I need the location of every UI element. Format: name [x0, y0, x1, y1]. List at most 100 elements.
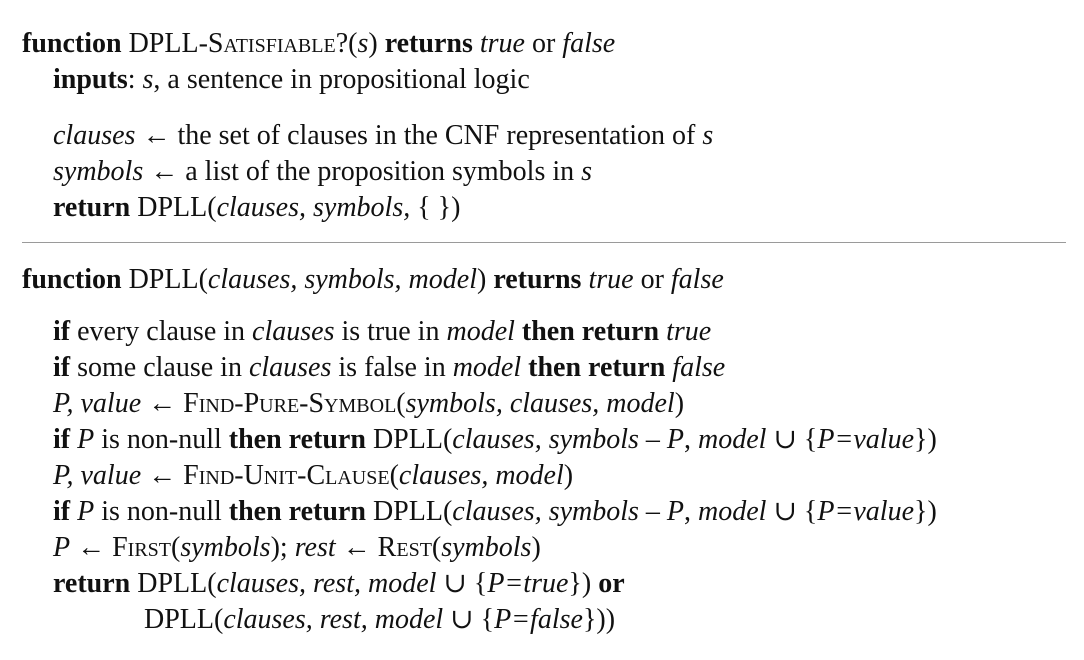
- args: symbols, clauses, model: [405, 388, 675, 419]
- arrow: ←: [135, 120, 178, 151]
- ret-or: or: [531, 28, 556, 59]
- minus: –: [638, 496, 667, 527]
- assign: P=false: [494, 604, 583, 635]
- fn1-signature: function DPLL-Satisfiable?(s) returns tr…: [22, 26, 615, 62]
- desc: a list of the proposition symbols in: [185, 156, 582, 187]
- keyword-or: or: [598, 568, 625, 599]
- fn1-return-line: return DPLL(clauses, symbols, { }): [53, 190, 460, 226]
- union: ∪ {: [766, 496, 818, 527]
- var: P: [70, 424, 95, 455]
- paren: ): [531, 532, 541, 563]
- function-name: DPLL(: [121, 264, 208, 295]
- value: true: [666, 316, 712, 347]
- var-s: s: [581, 156, 593, 187]
- call: DPLL(: [144, 604, 224, 635]
- paren: (: [171, 532, 181, 563]
- function-name: DPLL-Satisfiable?: [128, 28, 349, 59]
- var: model: [698, 496, 767, 527]
- arrow: ←: [141, 388, 184, 419]
- arrow: ←: [335, 532, 378, 563]
- params: clauses, symbols, model: [207, 264, 477, 295]
- call: DPLL(: [365, 424, 453, 455]
- comma: ,: [684, 496, 699, 527]
- arrow: ←: [70, 532, 113, 563]
- fn1-clauses-line: clauses ← the set of clauses in the CNF …: [53, 118, 713, 154]
- var: rest: [294, 532, 336, 563]
- var: model: [698, 424, 767, 455]
- var: model: [452, 352, 522, 383]
- ret-true: true: [588, 264, 634, 295]
- close: }): [568, 568, 599, 599]
- ret-or: or: [640, 264, 664, 295]
- text: is true in: [334, 316, 447, 347]
- arg: symbols: [441, 532, 532, 563]
- args: clauses, model: [398, 460, 564, 491]
- keyword-inputs: inputs: [53, 64, 128, 95]
- fn2-line-5: P, value ← Find-Unit-Clause(clauses, mod…: [53, 458, 573, 494]
- colon: :: [127, 64, 136, 95]
- text: is non-null: [94, 424, 229, 455]
- assign: P=true: [487, 568, 569, 599]
- args: clauses, rest, model: [216, 568, 437, 599]
- function-name: Find-Unit-Clause: [183, 460, 390, 491]
- desc: the set of clauses in the CNF representa…: [177, 120, 703, 151]
- call: DPLL(: [130, 192, 217, 223]
- vars: P, value: [53, 388, 142, 419]
- assign: P=value: [817, 424, 915, 455]
- paren: ): [476, 264, 487, 295]
- function-name: First: [112, 532, 172, 563]
- call: DPLL(: [130, 568, 217, 599]
- keyword-function: function: [22, 264, 122, 295]
- keyword-if: if: [53, 352, 71, 383]
- paren: ): [674, 388, 685, 419]
- fn2-line-7: P ← First(symbols); rest ← Rest(symbols): [53, 530, 541, 566]
- function-name: Find-Pure-Symbol: [183, 388, 397, 419]
- paren: ): [563, 460, 574, 491]
- keyword-returns: returns: [493, 264, 582, 295]
- ret-false: false: [670, 264, 724, 295]
- var: clauses: [252, 316, 335, 347]
- ret-true: true: [479, 28, 525, 59]
- text: some clause in: [70, 352, 249, 383]
- keyword-function: function: [22, 28, 122, 59]
- tail: { }): [410, 192, 461, 223]
- var: model: [446, 316, 515, 347]
- var: clauses: [248, 352, 332, 383]
- union: ∪ {: [436, 568, 488, 599]
- var-symbols: symbols: [53, 156, 144, 187]
- var-s: s: [702, 120, 714, 151]
- paren: (: [431, 532, 442, 563]
- value: false: [672, 352, 726, 383]
- keyword-if: if: [53, 316, 71, 347]
- var-clauses: clauses: [53, 120, 136, 151]
- args: clauses, symbols: [452, 424, 639, 455]
- fn2-line-9: DPLL(clauses, rest, model ∪ {P=false})): [144, 602, 615, 638]
- args: clauses, symbols: [452, 496, 639, 527]
- fn2-line-4: if P is non-null then return DPLL(clause…: [53, 422, 937, 458]
- ret-false: false: [562, 28, 616, 59]
- fn1-inputs: inputs: s, a sentence in propositional l…: [53, 62, 530, 98]
- keyword-if: if: [53, 496, 71, 527]
- var: P: [666, 496, 685, 527]
- union: ∪ {: [766, 424, 818, 455]
- input-var: s: [142, 64, 154, 95]
- input-desc: , a sentence in propositional logic: [153, 64, 530, 95]
- paren: (: [348, 28, 358, 59]
- keyword-then-return: then return: [514, 316, 667, 347]
- comma: ,: [684, 424, 699, 455]
- divider-rule: [22, 242, 1066, 243]
- keyword-if: if: [53, 424, 71, 455]
- keyword-returns: returns: [384, 28, 473, 59]
- arrow: ←: [141, 460, 184, 491]
- text: every clause in: [70, 316, 253, 347]
- paren: ): [368, 28, 378, 59]
- var: P: [53, 532, 71, 563]
- close: }): [914, 424, 937, 455]
- close: }): [914, 496, 937, 527]
- keyword-return: return: [53, 192, 131, 223]
- fn2-line-2: if some clause in clauses is false in mo…: [53, 350, 725, 386]
- fn2-signature: function DPLL(clauses, symbols, model) r…: [22, 262, 724, 298]
- text: is false in: [331, 352, 453, 383]
- keyword-return: return: [53, 568, 131, 599]
